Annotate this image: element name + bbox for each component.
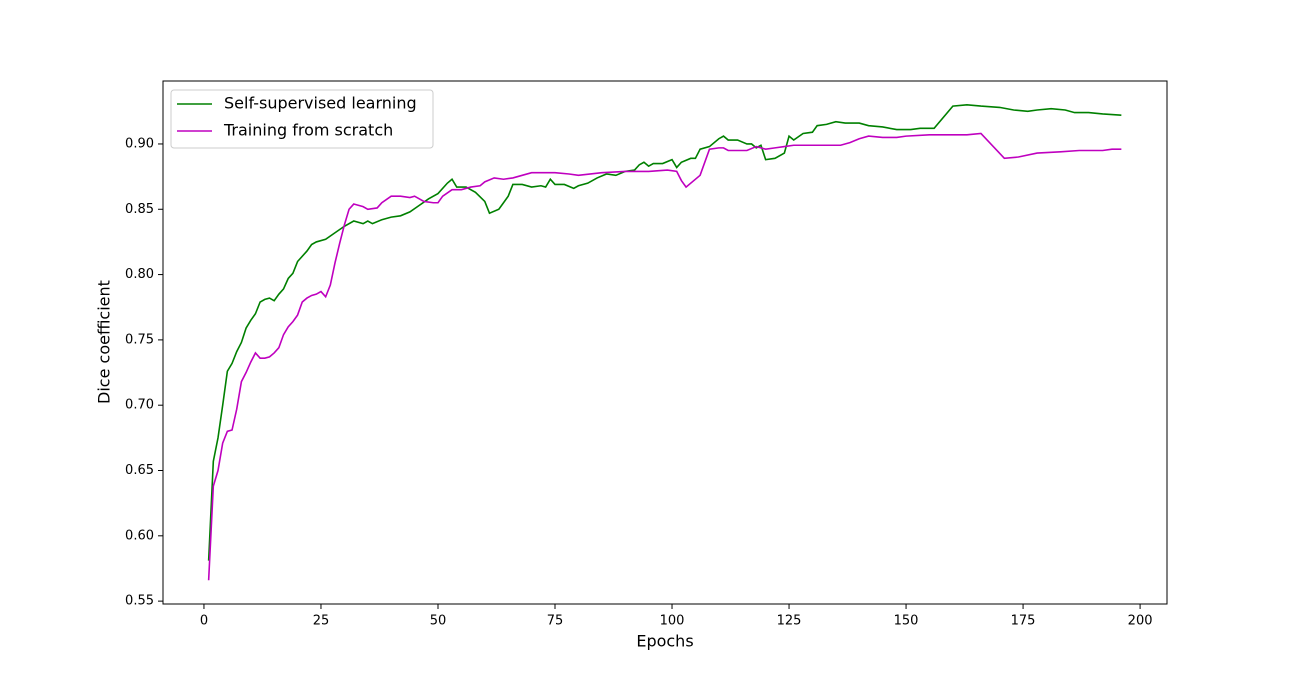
legend-label: Training from scratch <box>223 121 393 140</box>
y-axis-title: Dice coefficient <box>95 280 114 404</box>
legend-label: Self-supervised learning <box>224 94 417 113</box>
y-tick-label: 0.75 <box>125 332 154 347</box>
y-tick-label: 0.80 <box>125 267 154 282</box>
y-tick-label: 0.55 <box>125 594 154 609</box>
data-line <box>207 132 1122 581</box>
x-tick-label: 75 <box>547 614 564 629</box>
x-tick-label: 25 <box>313 614 330 629</box>
y-tick-label: 0.70 <box>125 398 154 413</box>
x-tick-label: 200 <box>1128 614 1153 629</box>
legend-box <box>170 89 434 149</box>
x-tick-label: 0 <box>200 614 208 629</box>
data-line <box>207 103 1122 561</box>
x-tick-label: 100 <box>660 614 685 629</box>
x-axis-title: Epochs <box>636 632 693 651</box>
plot-frame <box>162 80 1168 605</box>
x-tick-label: 150 <box>894 614 919 629</box>
y-tick-label: 0.60 <box>125 528 154 543</box>
x-tick-label: 50 <box>430 614 447 629</box>
y-tick-label: 0.65 <box>125 463 154 478</box>
x-tick-label: 175 <box>1011 614 1036 629</box>
x-tick-label: 125 <box>777 614 802 629</box>
y-tick-label: 0.90 <box>125 136 154 151</box>
y-tick-label: 0.85 <box>125 202 154 217</box>
